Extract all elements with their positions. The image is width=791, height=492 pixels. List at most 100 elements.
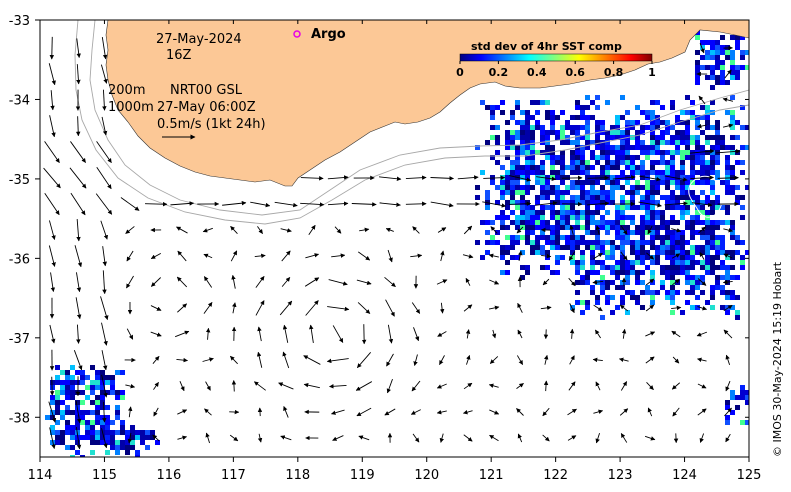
current-vector-arrow <box>256 351 263 368</box>
current-vector-arrow <box>509 175 532 182</box>
current-vector-arrow <box>70 141 86 163</box>
sst-cell <box>595 220 600 225</box>
sst-cell <box>610 220 615 225</box>
sst-cell <box>70 365 75 370</box>
sst-cell <box>665 165 670 170</box>
sst-cell <box>730 50 735 55</box>
sst-cell <box>710 65 715 70</box>
sst-cell <box>555 175 560 180</box>
sst-cell <box>720 290 725 295</box>
sst-cell <box>635 280 640 285</box>
sst-cell <box>655 290 660 295</box>
current-vector-arrow <box>73 350 83 371</box>
sst-cell <box>655 230 660 235</box>
current-vector-arrow <box>69 167 87 189</box>
sst-cell <box>640 230 645 235</box>
sst-cell <box>580 275 585 280</box>
sst-cell <box>595 230 600 235</box>
current-vector-arrow <box>48 245 56 267</box>
sst-cell <box>635 185 640 190</box>
sst-cell <box>710 160 715 165</box>
sst-cell <box>700 155 705 160</box>
current-vector-arrow <box>723 253 733 259</box>
sst-cell <box>95 370 100 375</box>
sst-cell <box>730 120 735 125</box>
sst-cell <box>535 245 540 250</box>
sst-cell <box>550 110 555 115</box>
sst-cell <box>680 255 685 260</box>
sst-cell <box>585 280 590 285</box>
sst-cell <box>700 205 705 210</box>
colorbar-gradient <box>459 53 653 62</box>
sst-cell <box>80 415 85 420</box>
current-vector-arrow <box>359 227 370 233</box>
current-vector-arrow <box>618 357 629 363</box>
sst-cell <box>730 135 735 140</box>
sst-cell <box>725 190 730 195</box>
sst-cell <box>705 220 710 225</box>
sst-cell <box>695 120 700 125</box>
sst-cell <box>515 190 520 195</box>
sst-cell <box>640 130 645 135</box>
sst-cell <box>90 420 95 425</box>
sst-cell <box>605 220 610 225</box>
current-vector-arrow <box>619 304 629 312</box>
sst-cell <box>705 165 710 170</box>
sst-cell <box>550 230 555 235</box>
sst-cell <box>680 205 685 210</box>
sst-cell <box>670 105 675 110</box>
sst-cell <box>710 205 715 210</box>
sst-cell <box>675 260 680 265</box>
sst-cell <box>535 110 540 115</box>
sst-cell <box>555 210 560 215</box>
sst-cell <box>605 150 610 155</box>
sst-cell <box>535 240 540 245</box>
current-vector-arrow <box>358 435 370 441</box>
current-vector-arrow <box>101 374 108 398</box>
sst-cell <box>80 455 85 457</box>
sst-cell <box>640 280 645 285</box>
current-vector-arrow <box>620 225 628 235</box>
sst-cell <box>485 205 490 210</box>
sst-cell <box>490 110 495 115</box>
sst-cell <box>570 115 575 120</box>
sst-cell <box>595 270 600 275</box>
sst-cell <box>60 435 65 440</box>
sst-cell <box>620 240 625 245</box>
sst-cell <box>595 180 600 185</box>
sst-cell <box>505 205 510 210</box>
sst-cell <box>80 410 85 415</box>
sst-cell <box>605 195 610 200</box>
sst-cell <box>610 310 615 315</box>
current-vector-arrow <box>232 302 237 314</box>
sst-cell <box>85 420 90 425</box>
sst-cell <box>620 200 625 205</box>
current-vector-arrow <box>351 202 377 207</box>
current-vector-arrow <box>127 432 133 444</box>
sst-cell <box>650 235 655 240</box>
current-vector-arrow <box>331 409 345 415</box>
sst-cell <box>560 205 565 210</box>
sst-cell <box>515 150 520 155</box>
sst-cell <box>740 65 745 70</box>
sst-cell <box>610 175 615 180</box>
lat-tick-label: -35 <box>9 173 30 188</box>
sst-cell <box>570 125 575 130</box>
sst-cell <box>545 140 550 145</box>
sst-cell <box>700 115 705 120</box>
sst-cell <box>550 115 555 120</box>
sst-cell <box>480 170 485 175</box>
sst-cell <box>505 175 510 180</box>
sst-cell <box>65 405 70 410</box>
sst-cell <box>610 245 615 250</box>
sst-cell <box>550 240 555 245</box>
sst-cell <box>740 50 745 55</box>
sst-cell <box>730 410 735 415</box>
sst-cell <box>595 200 600 205</box>
sst-cell <box>590 215 595 220</box>
sst-cell <box>710 210 715 215</box>
sst-cell <box>660 160 665 165</box>
sst-cell <box>580 125 585 130</box>
sst-cell <box>735 185 740 190</box>
sst-cell <box>745 250 749 255</box>
